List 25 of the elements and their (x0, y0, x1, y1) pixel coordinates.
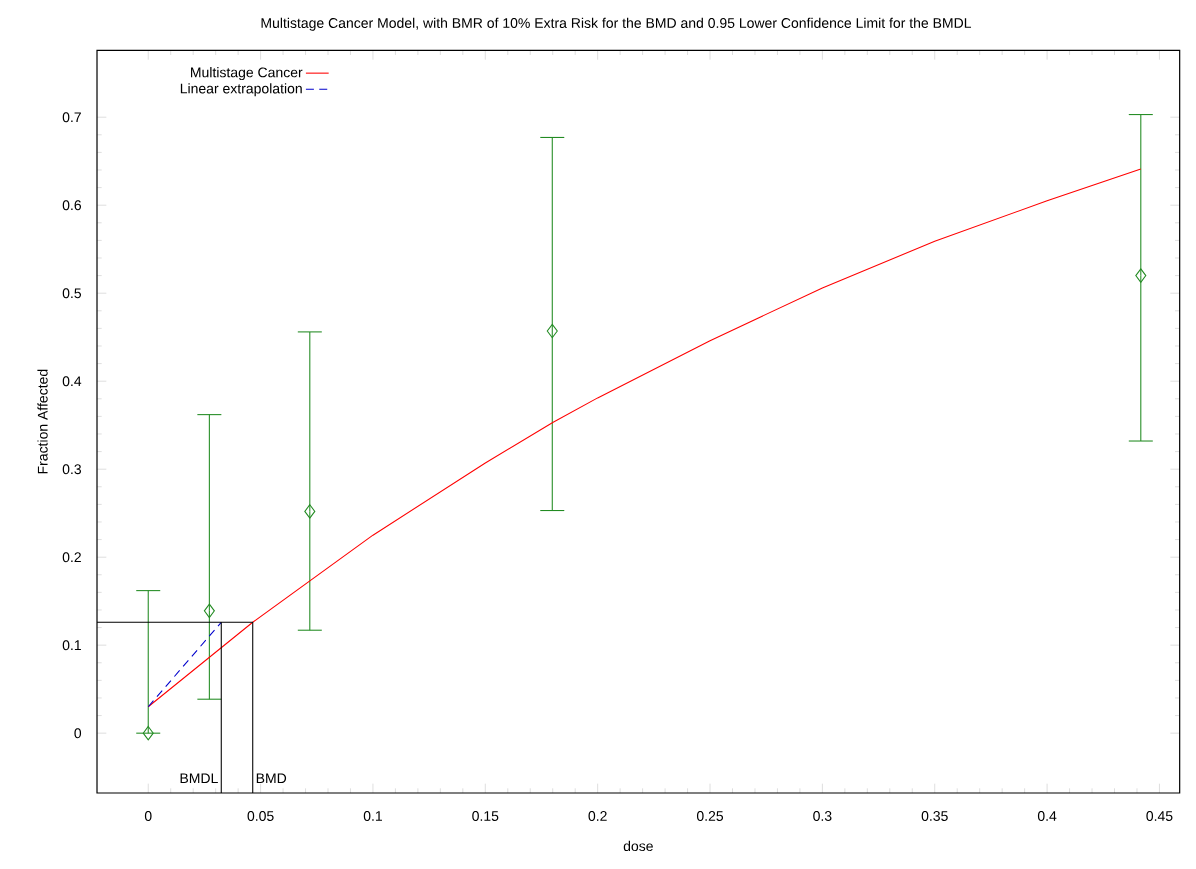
y-tick-label: 0.1 (62, 640, 81, 651)
x-tick-label: 0.45 (1146, 811, 1173, 821)
y-tick-label: 0 (74, 728, 82, 739)
x-tick-label: 0.35 (921, 811, 948, 821)
y-tick-label: 0.4 (62, 376, 82, 387)
x-tick-label: 0.05 (247, 811, 274, 821)
annotation: BMDL (180, 773, 218, 784)
x-tick-label: 0.3 (813, 811, 832, 821)
y-tick-label: 0.5 (62, 288, 82, 299)
x-tick-label: 0.25 (696, 811, 724, 821)
y-tick-label: 0.7 (62, 112, 81, 123)
legend-label: Linear extrapolation (180, 83, 302, 97)
x-tick-label: 0.4 (1037, 811, 1057, 821)
x-tick-label: 0.15 (472, 811, 499, 821)
y-tick-label: 0.3 (62, 464, 82, 475)
y-tick-label: 0.6 (62, 200, 82, 211)
x-tick-label: 0 (144, 811, 152, 821)
chart-title: Multistage Cancer Model, with BMR of 10% Extra Risk for the BMD and 0.95 Lower Confidence Limit for the BMDL (261, 17, 972, 31)
y-axis-title: Fraction Affected (37, 369, 48, 474)
x-tick-label: 0.1 (363, 811, 382, 821)
legend-label: Multistage Cancer (191, 67, 303, 81)
x-axis-title: dose (623, 840, 653, 852)
annotation: BMD (256, 773, 287, 784)
y-tick-label: 0.2 (62, 552, 81, 563)
x-tick-label: 0.2 (588, 811, 607, 821)
